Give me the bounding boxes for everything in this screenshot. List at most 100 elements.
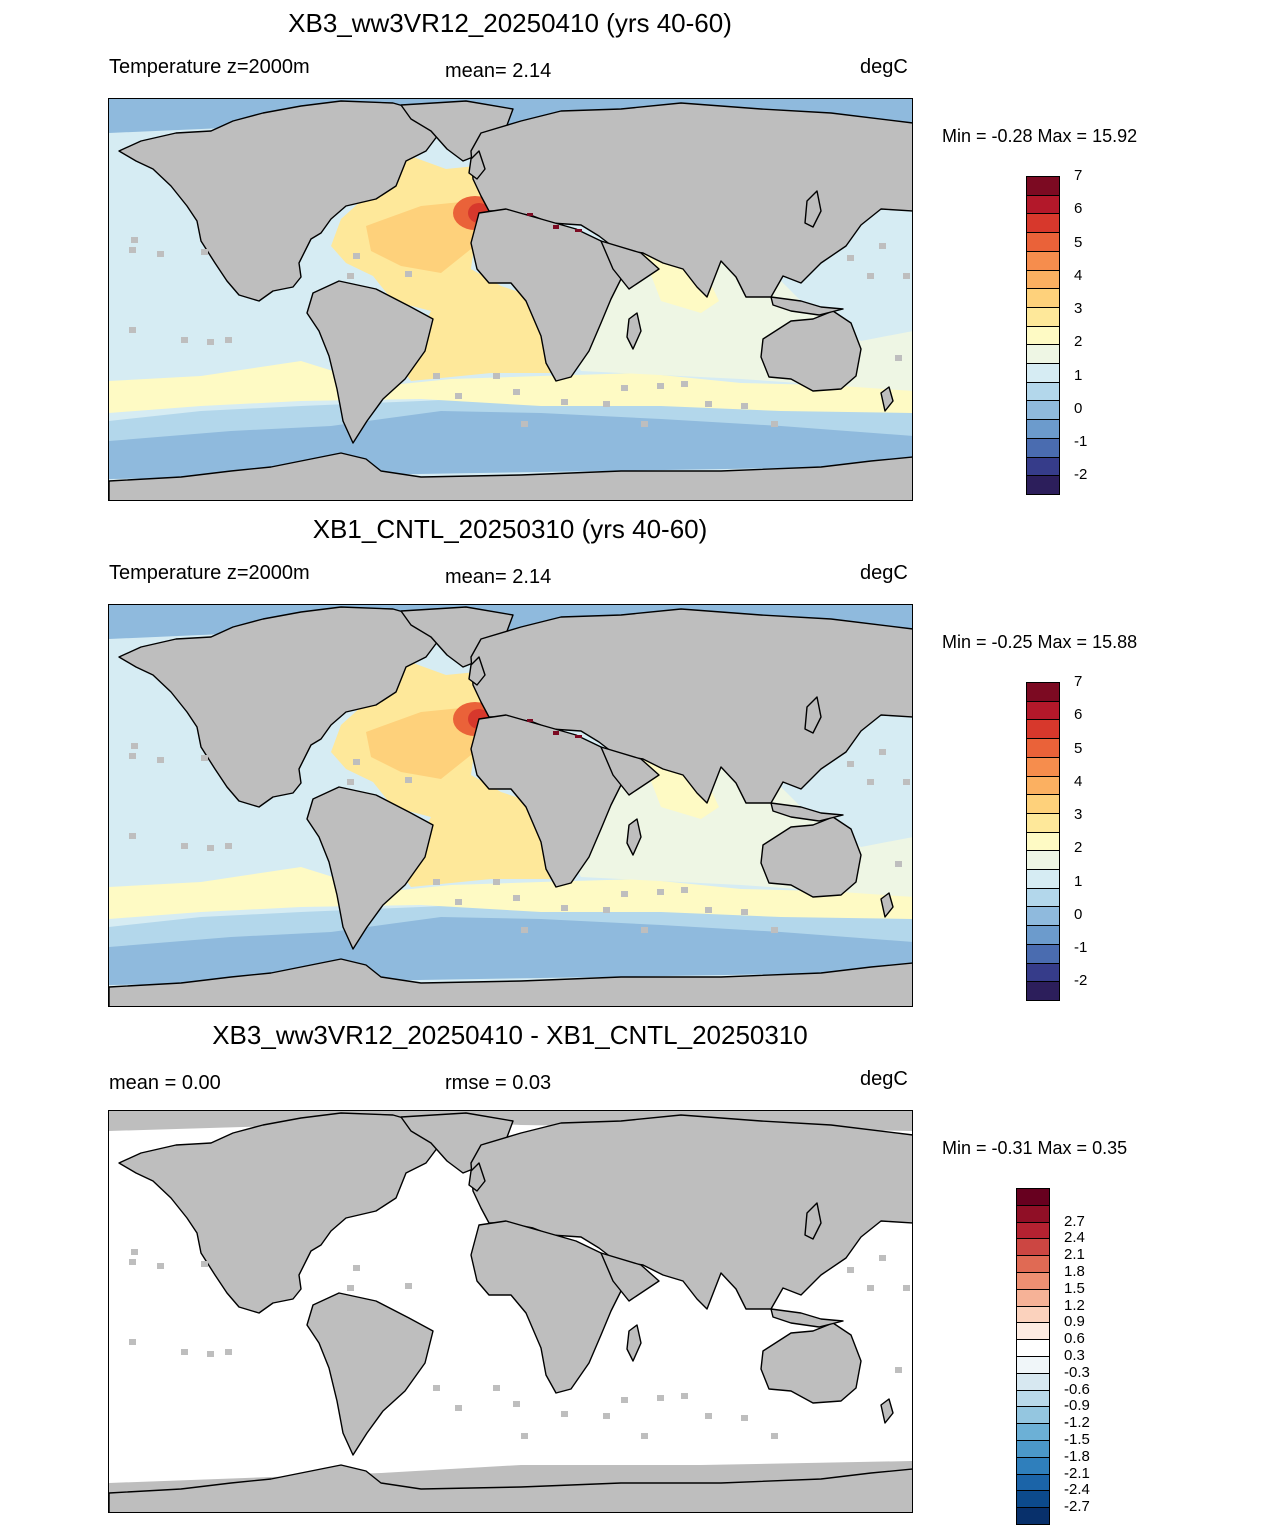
masked-cell <box>129 327 136 333</box>
colorbar-tick-label: -2.1 <box>1064 1464 1090 1482</box>
masked-cell <box>705 401 712 407</box>
masked-cells <box>129 237 910 427</box>
colorbar-tick-label: 4 <box>1074 266 1083 284</box>
masked-cell <box>867 779 874 785</box>
med-sea-cell <box>575 735 582 738</box>
colorbar-tick-label: -2.4 <box>1064 1481 1090 1499</box>
med-sea-cell <box>575 229 582 232</box>
masked-cell <box>157 251 164 257</box>
masked-cell <box>847 1267 854 1273</box>
variable-label: Temperature z=2000m <box>109 562 310 584</box>
masked-cells <box>129 743 910 933</box>
colorbar-tick-label: 3 <box>1074 806 1083 824</box>
atlantic-warm <box>366 707 481 779</box>
landmass-australia <box>760 310 862 392</box>
med-sea-cell <box>527 719 533 722</box>
landmass-new-zealand <box>880 892 894 918</box>
mean-label: mean= 2.14 <box>445 60 552 82</box>
masked-cell <box>157 757 164 763</box>
masked-cell <box>621 1397 628 1403</box>
colorbar-tick-label: 0 <box>1074 399 1083 417</box>
colorbar-segment <box>1026 794 1060 814</box>
colorbar-segment <box>1026 775 1060 796</box>
landmass-madagascar <box>626 818 642 856</box>
min-max-label: Min = -0.25 Max = 15.88 <box>942 632 1138 652</box>
map-svg <box>109 1111 912 1512</box>
masked-cell <box>353 1265 360 1271</box>
masked-cell <box>405 271 412 277</box>
atlantic-warm <box>366 201 481 273</box>
masked-cell <box>521 421 528 427</box>
landmass-australia <box>760 1322 862 1404</box>
colorbar-segment <box>1026 381 1060 402</box>
masked-cell <box>455 899 462 905</box>
masked-cell <box>181 843 188 849</box>
masked-cell <box>513 895 520 901</box>
colorbar-segment <box>1016 1406 1050 1425</box>
colorbar-tick-label: 0.3 <box>1064 1347 1085 1364</box>
colorbar-segment <box>1026 176 1060 196</box>
landmass-arabia <box>600 1252 660 1302</box>
colorbar-segment <box>1026 456 1060 477</box>
colorbar-tick-label: 0.6 <box>1064 1330 1085 1348</box>
colorbar-tick-label: -1 <box>1074 433 1088 451</box>
masked-cell <box>621 385 628 391</box>
landmass-indonesia <box>770 802 844 822</box>
masked-cell <box>201 755 208 761</box>
masked-cell <box>129 1339 136 1345</box>
masked-cell <box>903 1285 910 1291</box>
masked-cell <box>521 927 528 933</box>
landmass-antarctica <box>109 1464 912 1512</box>
masked-cell <box>741 403 748 409</box>
masked-cell <box>225 1349 232 1355</box>
colorbar-segment <box>1026 437 1060 458</box>
masked-cell <box>207 845 214 851</box>
colorbar-tick-label: 1 <box>1074 366 1083 384</box>
masked-cell <box>657 889 664 895</box>
world-map <box>108 1110 913 1513</box>
masked-cell <box>771 1433 778 1439</box>
masked-cell <box>879 243 886 249</box>
masked-cell <box>621 891 628 897</box>
colorbar-tick-label: -1 <box>1074 939 1088 957</box>
colorbar-segment <box>1026 906 1060 927</box>
colorbar-segment <box>1026 288 1060 308</box>
landmass-indonesia <box>770 1308 844 1328</box>
land <box>109 1112 912 1512</box>
landmass-africa <box>470 1220 630 1394</box>
south-band <box>109 361 912 413</box>
mean-label: mean= 2.14 <box>445 566 552 588</box>
colorbar-segment <box>1026 419 1060 439</box>
colorbar-tick-label: 6 <box>1074 200 1083 218</box>
masked-cell <box>347 273 354 279</box>
masked-cell <box>353 759 360 765</box>
masked-cell <box>741 909 748 915</box>
colorbar-tick-label: -0.6 <box>1064 1380 1090 1398</box>
masked-cell <box>641 421 648 427</box>
masked-cell <box>131 1249 138 1255</box>
masked-cell <box>879 1255 886 1261</box>
min-max-label: Min = -0.28 Max = 15.92 <box>942 126 1138 146</box>
masked-cell <box>771 421 778 427</box>
colorbar-segment <box>1026 925 1060 945</box>
landmass-antarctica <box>109 452 912 500</box>
masked-cell <box>129 1259 136 1265</box>
masked-cell <box>129 833 136 839</box>
mediterranean <box>527 719 582 738</box>
masked-cell <box>347 779 354 785</box>
colorbar-tick-label: 2.4 <box>1064 1229 1085 1247</box>
masked-cell <box>681 1393 688 1399</box>
masked-cell <box>561 399 568 405</box>
masked-cell <box>823 245 830 251</box>
colorbar-segment <box>1016 1372 1050 1391</box>
colorbar-tick-label: -0.9 <box>1064 1397 1090 1415</box>
colorbar-segment <box>1026 250 1060 271</box>
landmass-uk <box>468 656 486 686</box>
map-svg <box>109 605 912 1006</box>
masked-cell <box>433 879 440 885</box>
masked-cell <box>131 743 138 749</box>
rmse-label: rmse = 0.03 <box>445 1072 552 1094</box>
masked-cell <box>131 237 138 243</box>
colorbar-tick-label: -2.7 <box>1064 1498 1090 1516</box>
masked-cell <box>779 1251 786 1257</box>
